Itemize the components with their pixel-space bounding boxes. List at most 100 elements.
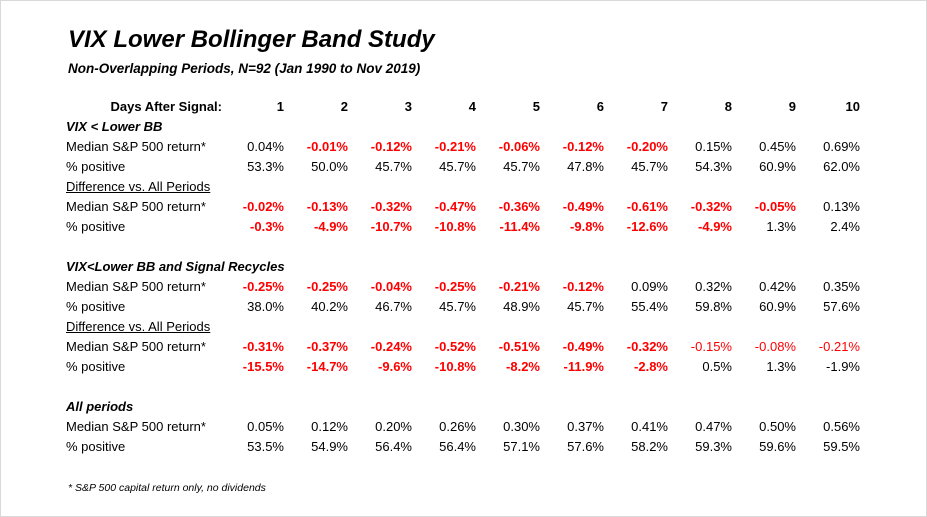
value-cell: 59.3% [695, 439, 732, 454]
value-cell: 0.50% [759, 419, 796, 434]
value-cell: 0.15% [695, 139, 732, 154]
value-cell: 2.4% [830, 219, 860, 234]
value-cell: 54.3% [695, 159, 732, 174]
value-cell: 50.0% [311, 159, 348, 174]
section-title-row: All periods [64, 397, 862, 417]
value-cell: -0.12% [562, 279, 604, 294]
value-cell: -0.37% [306, 339, 348, 354]
table-row: Median S&P 500 return* -0.31% -0.37% -0.24%… [64, 337, 862, 357]
table-row: Median S&P 500 return* 0.05% 0.12% 0.20% 0.2… [64, 417, 862, 437]
value-cell: -0.31% [242, 339, 284, 354]
table-row: Median S&P 500 return* -0.02% -0.13% -0.32%… [64, 197, 862, 217]
header-day: 8 [724, 99, 732, 114]
value-cell: -0.12% [370, 139, 412, 154]
header-day: 4 [468, 99, 476, 114]
section-title: VIX<Lower BB and Signal Recycles [66, 259, 285, 274]
value-cell: 0.32% [695, 279, 732, 294]
value-cell: -8.2% [506, 359, 540, 374]
row-label: Median S&P 500 return* [66, 139, 206, 154]
value-cell: -10.8% [434, 219, 476, 234]
value-cell: -2.8% [634, 359, 668, 374]
value-cell: 45.7% [375, 159, 412, 174]
value-cell: -0.04% [370, 279, 412, 294]
study-table: Days After Signal: 1 2 3 4 5 6 7 8 9 10 … [64, 97, 862, 457]
value-cell: 1.3% [766, 219, 796, 234]
value-cell: 0.37% [567, 419, 604, 434]
difference-title: Difference vs. All Periods [66, 319, 211, 334]
value-cell: -0.15% [690, 339, 732, 354]
section-title: All periods [66, 399, 134, 414]
row-label: Median S&P 500 return* [66, 199, 206, 214]
value-cell: -9.6% [378, 359, 412, 374]
value-cell: -11.9% [563, 359, 604, 374]
value-cell: -0.32% [626, 339, 668, 354]
header-day: 5 [532, 99, 540, 114]
row-label: Median S&P 500 return* [66, 279, 206, 294]
value-cell: 0.09% [631, 279, 668, 294]
value-cell: 0.05% [247, 419, 284, 434]
header-row: Days After Signal: 1 2 3 4 5 6 7 8 9 10 [64, 97, 862, 117]
value-cell: -4.9% [698, 219, 732, 234]
value-cell: -0.08% [754, 339, 796, 354]
value-cell: 47.8% [567, 159, 604, 174]
value-cell: 1.3% [766, 359, 796, 374]
section-title: VIX < Lower BB [66, 119, 163, 134]
value-cell: -10.8% [434, 359, 476, 374]
value-cell: 0.20% [375, 419, 412, 434]
value-cell: 0.35% [823, 279, 860, 294]
value-cell: 59.6% [759, 439, 796, 454]
row-label: Median S&P 500 return* [66, 419, 206, 434]
value-cell: -0.36% [498, 199, 540, 214]
value-cell: 45.7% [439, 299, 476, 314]
value-cell: 0.69% [823, 139, 860, 154]
value-cell: -14.7% [306, 359, 348, 374]
value-cell: 48.9% [503, 299, 540, 314]
header-day: 9 [788, 99, 796, 114]
value-cell: -0.21% [434, 139, 476, 154]
value-cell: 0.47% [695, 419, 732, 434]
value-cell: 0.56% [823, 419, 860, 434]
table-row: % positive 53.3% 50.0% 45.7% 45.7% 45.7% 47.8%… [64, 157, 862, 177]
spacer-cell [64, 237, 862, 257]
value-cell: 0.45% [759, 139, 796, 154]
value-cell: 59.8% [695, 299, 732, 314]
page-subtitle: Non-Overlapping Periods, N=92 (Jan 1990 … [68, 61, 421, 76]
value-cell: -0.25% [306, 279, 348, 294]
value-cell: -0.49% [562, 199, 604, 214]
value-cell: 53.5% [247, 439, 284, 454]
value-cell: 57.6% [567, 439, 604, 454]
value-cell: 56.4% [375, 439, 412, 454]
value-cell: -0.01% [306, 139, 348, 154]
value-cell: -0.32% [690, 199, 732, 214]
spacer-row [64, 377, 862, 397]
value-cell: 60.9% [759, 299, 796, 314]
header-day: 2 [340, 99, 348, 114]
header-day: 6 [596, 99, 604, 114]
value-cell: -0.61% [626, 199, 668, 214]
value-cell: 0.12% [311, 419, 348, 434]
row-label: % positive [66, 219, 126, 234]
value-cell: 60.9% [759, 159, 796, 174]
value-cell: -0.32% [370, 199, 412, 214]
value-cell: 38.0% [247, 299, 284, 314]
value-cell: -12.6% [626, 219, 668, 234]
value-cell: 56.4% [439, 439, 476, 454]
value-cell: -4.9% [314, 219, 348, 234]
header-day: 1 [276, 99, 284, 114]
spacer-cell [64, 377, 862, 397]
value-cell: -0.06% [498, 139, 540, 154]
header-day: 3 [404, 99, 412, 114]
value-cell: -15.5% [242, 359, 284, 374]
value-cell: 55.4% [631, 299, 668, 314]
value-cell: -0.21% [818, 339, 860, 354]
value-cell: -1.9% [826, 359, 860, 374]
value-cell: -10.7% [370, 219, 412, 234]
value-cell: 0.04% [247, 139, 284, 154]
value-cell: 58.2% [631, 439, 668, 454]
value-cell: -0.21% [498, 279, 540, 294]
value-cell: -0.02% [242, 199, 284, 214]
value-cell: 46.7% [375, 299, 412, 314]
header-day: 10 [845, 99, 860, 114]
value-cell: -0.3% [250, 219, 284, 234]
table-row: % positive 38.0% 40.2% 46.7% 45.7% 48.9% 45.7%… [64, 297, 862, 317]
